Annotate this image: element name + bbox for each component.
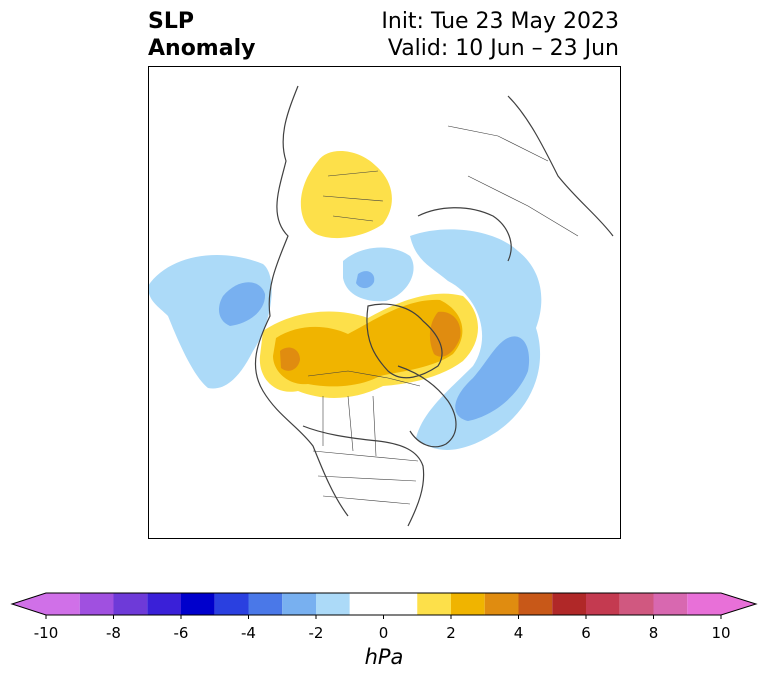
colorbar-segment <box>316 593 350 615</box>
colorbar-segment <box>248 593 283 615</box>
colorbar-segment <box>552 593 586 615</box>
colorbar-segment <box>417 593 451 615</box>
colorbar-segment <box>349 593 418 615</box>
colorbar-segment <box>181 593 215 615</box>
colorbar-segment <box>214 593 249 615</box>
colorbar-tick-label: 6 <box>581 624 591 642</box>
colorbar-extend-high <box>721 593 756 615</box>
slp-anomaly-map <box>148 66 621 539</box>
colorbar-segment <box>451 593 485 615</box>
colorbar-segment <box>113 593 148 615</box>
colorbar-tick-label: -10 <box>33 624 59 642</box>
title-slp: SLP <box>148 9 194 34</box>
map-title: SLP Anomaly <box>148 8 255 62</box>
colorbar-tick-label: -4 <box>241 624 256 642</box>
colorbar-units: hPa <box>364 645 404 669</box>
colorbar-segment <box>687 593 721 615</box>
positive-anomaly-medium <box>273 299 463 387</box>
colorbar-tick-label: 0 <box>378 624 389 642</box>
colorbar-tick-label: -8 <box>106 624 121 642</box>
colorbar-extend-low <box>12 593 46 615</box>
forecast-dates: Init: Tue 23 May 2023 Valid: 10 Jun – 23… <box>381 8 619 62</box>
colorbar-tick-label: 2 <box>446 624 456 642</box>
colorbar-tick-label: -2 <box>308 624 324 642</box>
positive-anomaly-strong <box>280 311 461 371</box>
colorbar-segment <box>46 593 80 615</box>
init-date: Init: Tue 23 May 2023 <box>381 9 619 34</box>
valid-range: Valid: 10 Jun – 23 Jun <box>387 36 619 61</box>
colorbar-segment <box>282 593 316 615</box>
colorbar-segment <box>619 593 654 615</box>
colorbar-tick-label: 10 <box>711 624 731 642</box>
colorbar-tick-label: -6 <box>173 624 189 642</box>
negative-anomaly-medium <box>218 271 530 421</box>
colorbar-segment <box>147 593 181 615</box>
colorbar <box>10 592 758 619</box>
coastlines <box>254 85 614 527</box>
political-borders <box>307 125 579 505</box>
colorbar-segment <box>518 593 553 615</box>
colorbar-segment <box>484 593 519 615</box>
colorbar-tick-label: 8 <box>648 624 659 642</box>
colorbar-segment <box>586 593 620 615</box>
title-anomaly: Anomaly <box>148 36 256 61</box>
colorbar-segment <box>653 593 688 615</box>
colorbar-segment <box>79 593 114 615</box>
colorbar-tick-label: 4 <box>513 624 524 642</box>
